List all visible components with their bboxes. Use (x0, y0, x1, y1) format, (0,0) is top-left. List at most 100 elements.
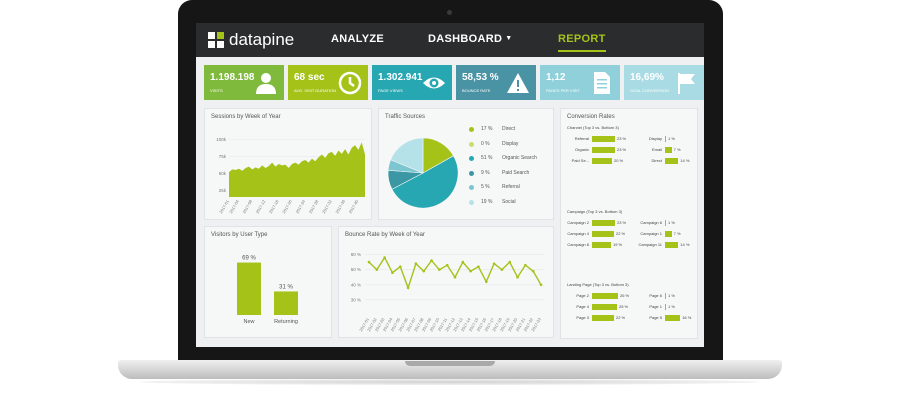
y-tick-label: 25k (219, 188, 227, 193)
bar-value: 26 % (620, 293, 630, 298)
visitors-card: Visitors by User Type 69 % New 31 % Returni… (204, 226, 332, 338)
bounce-point (539, 283, 543, 287)
visitor-bar (274, 291, 298, 315)
nav-dashboard[interactable]: DASHBOARD ▼ (428, 33, 512, 45)
bar-value: 22 % (616, 315, 626, 320)
legend-percent: 9 % (481, 169, 490, 176)
kpi-label: VISITS (210, 88, 223, 93)
legend-item[interactable]: 51 % Organic Search (469, 155, 559, 163)
legend-label: Referral (502, 184, 520, 190)
kpi-label: GOAL CONVERSION (630, 88, 669, 93)
x-tick-label: 2017-28 (308, 198, 320, 214)
laptop-notch (405, 361, 495, 366)
bounce-point (430, 259, 433, 262)
bounce-point (500, 268, 504, 271)
legend-percent: 0 % (481, 140, 490, 147)
bar-label: Page 3 (576, 315, 589, 320)
traffic-pie-chart[interactable] (383, 133, 463, 213)
bounce-point (469, 269, 472, 273)
bar-label: Page 5 (649, 315, 662, 320)
flag-icon (678, 73, 695, 94)
bar-value: 1 % (668, 304, 675, 309)
bounce-point (391, 271, 394, 274)
conversion-sections: Channel (Top 3 vs. Bottom 3) Referral 23 %… (561, 109, 697, 338)
bar-value: 23 % (617, 220, 627, 225)
legend-item[interactable]: 17 % Direct (469, 126, 559, 134)
bar-value: 1 % (668, 293, 675, 298)
bar-label: Display (648, 136, 662, 141)
bar-label: Campaign 1 (640, 231, 662, 236)
kpi-goal-conversion[interactable]: 16,69% GOAL CONVERSION (624, 65, 704, 100)
logo-mark-icon (208, 32, 224, 48)
bar-fill (665, 242, 679, 248)
bar-fill (665, 231, 672, 237)
traffic-card: Traffic Sources 17 % Direct 0 % Display 51 %… (378, 108, 554, 220)
legend-label: Paid Search (502, 169, 530, 176)
bar-fill (665, 158, 679, 164)
kpi-value: 16,69% (630, 72, 664, 83)
bar-fill (592, 293, 618, 299)
legend-item[interactable]: 0 % Display (469, 141, 559, 149)
visitors-chart[interactable]: 69 % New 31 % Returning (205, 227, 331, 337)
kpi-value: 1.302.941 (378, 72, 423, 83)
kpi-bounce-rate[interactable]: 58,53 % BOUNCE RATE (456, 65, 536, 100)
traffic-legend: 17 % Direct 0 % Display 51 % Organic Search 9 … (469, 126, 553, 216)
visitors-title: Visitors by User Type (211, 232, 268, 238)
bar-fill (592, 158, 612, 164)
pie-slice (390, 137, 424, 174)
x-tick-label: 2017-20 (281, 198, 293, 214)
user-icon (256, 73, 276, 94)
legend-percent: 17 % (481, 126, 493, 132)
bounce-chart[interactable]: 60 %50 %40 %30 %2017-012017-022017-03201… (339, 227, 553, 337)
kpi-visits[interactable]: 1.198.198 VISITS (204, 65, 284, 100)
bar-fill (665, 147, 672, 153)
bounce-point (484, 280, 488, 284)
bar-value: 19 % (613, 242, 623, 247)
document-icon (594, 72, 610, 94)
bounce-point (438, 268, 441, 271)
kpi-pages-per-visit[interactable]: 1,12 PAGES PER VISIT (540, 65, 620, 100)
bar-data-label: 69 % (242, 256, 256, 262)
legend-item[interactable]: 19 % Social (469, 199, 559, 207)
category-label: New (243, 319, 254, 325)
bar-value: 1 % (668, 136, 675, 141)
bar-fill (592, 242, 611, 248)
bar-label: Campaign 2 (567, 220, 589, 225)
bounce-point (531, 269, 535, 273)
legend-percent: 51 % (481, 155, 493, 161)
kpi-avg-visit-duration[interactable]: 68 sec AVG. VISIT DURATION (288, 65, 368, 100)
eye-icon (423, 77, 445, 89)
legend-swatch (469, 170, 474, 176)
camera-icon (447, 10, 452, 15)
bar-fill (592, 304, 617, 310)
dashboard-screen: datapine ANALYZE DASHBOARD ▼ REPORT 1.198… (196, 23, 704, 347)
logo[interactable]: datapine (208, 31, 294, 49)
bar-label: Campaign 4 (567, 231, 589, 236)
bounce-point (406, 286, 410, 290)
bounce-point (414, 262, 418, 265)
legend-swatch (469, 199, 474, 205)
y-tick-label: 50k (219, 171, 227, 176)
legend-percent: 19 % (481, 198, 493, 205)
legend-label: Display (502, 140, 519, 147)
nav-analyze[interactable]: ANALYZE (331, 33, 385, 45)
bar-value: 20 % (614, 158, 624, 163)
bar-label: Direct (651, 158, 662, 163)
bar-value: 22 % (616, 231, 626, 236)
x-tick-label: 2017-40 (348, 198, 360, 214)
bar-fill (665, 136, 666, 142)
bounce-point (524, 263, 527, 267)
x-tick-label: 2017-36 (334, 198, 346, 214)
pie-slice (391, 155, 459, 209)
legend-label: Social (502, 198, 516, 205)
kpi-page-views[interactable]: 1.302.941 PAGE VIEWS (372, 65, 452, 100)
nav-report[interactable]: REPORT (558, 33, 606, 52)
legend-item[interactable]: 5 % Referral (469, 184, 559, 192)
legend-item[interactable]: 9 % Paid Search (469, 170, 559, 178)
bounce-point (367, 260, 371, 264)
bounce-point (516, 275, 519, 279)
bar-label: Email (651, 147, 662, 152)
bar-data-label: 31 % (279, 284, 293, 290)
clock-icon (338, 71, 362, 95)
